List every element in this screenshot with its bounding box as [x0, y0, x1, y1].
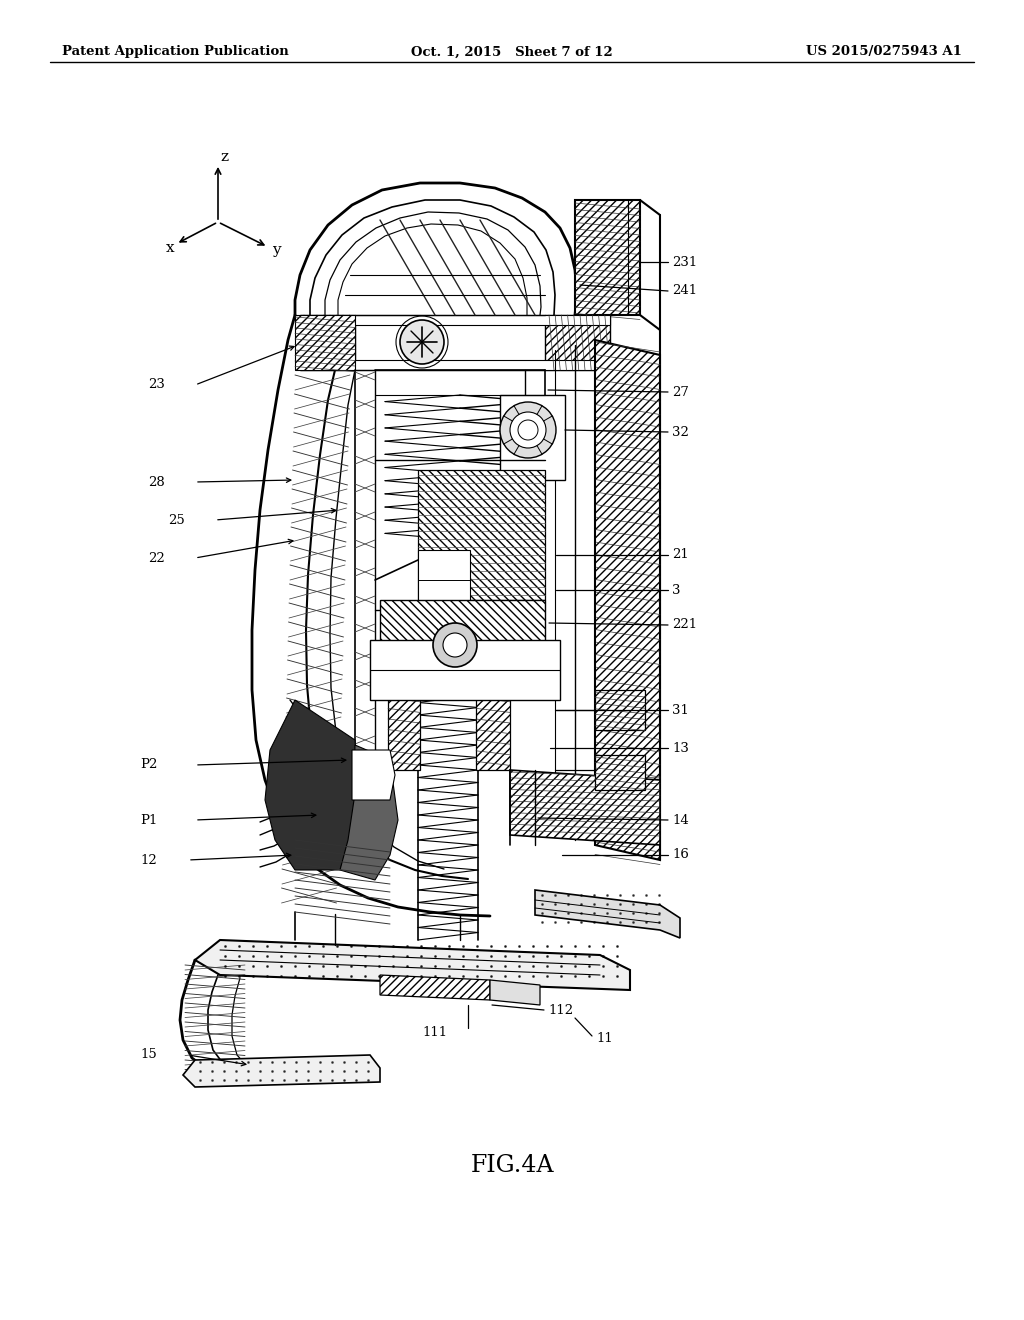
- Text: FIG.4A: FIG.4A: [470, 1154, 554, 1176]
- Polygon shape: [388, 610, 420, 770]
- Polygon shape: [575, 201, 640, 315]
- Text: 112: 112: [548, 1003, 573, 1016]
- Polygon shape: [476, 610, 510, 770]
- Polygon shape: [500, 395, 565, 480]
- Text: 11: 11: [596, 1031, 612, 1044]
- Polygon shape: [535, 890, 680, 939]
- Circle shape: [443, 634, 467, 657]
- Polygon shape: [195, 940, 630, 990]
- Polygon shape: [300, 315, 610, 325]
- Circle shape: [510, 412, 546, 447]
- Polygon shape: [295, 315, 355, 370]
- Text: 16: 16: [672, 849, 689, 862]
- Text: 32: 32: [672, 425, 689, 438]
- Polygon shape: [380, 601, 545, 649]
- Text: 221: 221: [672, 619, 697, 631]
- Circle shape: [433, 623, 477, 667]
- Text: 25: 25: [168, 513, 184, 527]
- Text: 3: 3: [672, 583, 681, 597]
- Polygon shape: [418, 470, 545, 601]
- Text: 27: 27: [672, 385, 689, 399]
- Polygon shape: [418, 550, 470, 610]
- Polygon shape: [352, 750, 395, 800]
- Polygon shape: [490, 979, 540, 1005]
- Polygon shape: [595, 341, 660, 861]
- Polygon shape: [370, 640, 560, 700]
- Text: z: z: [220, 150, 228, 164]
- Text: 21: 21: [672, 549, 689, 561]
- Text: 12: 12: [140, 854, 157, 866]
- Polygon shape: [183, 1055, 380, 1086]
- Polygon shape: [595, 755, 645, 789]
- Text: US 2015/0275943 A1: US 2015/0275943 A1: [806, 45, 962, 58]
- Polygon shape: [300, 315, 355, 370]
- Polygon shape: [595, 690, 645, 730]
- Text: y: y: [272, 243, 281, 257]
- Text: 231: 231: [672, 256, 697, 268]
- Text: Oct. 1, 2015   Sheet 7 of 12: Oct. 1, 2015 Sheet 7 of 12: [411, 45, 613, 58]
- Text: 28: 28: [148, 475, 165, 488]
- Polygon shape: [265, 700, 358, 870]
- Text: 111: 111: [423, 1026, 449, 1039]
- Circle shape: [500, 403, 556, 458]
- Text: Patent Application Publication: Patent Application Publication: [62, 45, 289, 58]
- Polygon shape: [380, 975, 490, 1001]
- Text: x: x: [166, 242, 175, 255]
- Text: 13: 13: [672, 742, 689, 755]
- Circle shape: [518, 420, 538, 440]
- Text: 14: 14: [672, 813, 689, 826]
- Text: 241: 241: [672, 285, 697, 297]
- Text: P1: P1: [140, 813, 158, 826]
- Polygon shape: [510, 770, 660, 845]
- Polygon shape: [545, 315, 610, 370]
- Text: 23: 23: [148, 379, 165, 392]
- Text: 31: 31: [672, 704, 689, 717]
- Polygon shape: [340, 744, 398, 880]
- Circle shape: [400, 319, 444, 364]
- Text: P2: P2: [140, 759, 158, 771]
- Text: 15: 15: [140, 1048, 157, 1061]
- Text: 22: 22: [148, 552, 165, 565]
- Polygon shape: [300, 360, 610, 370]
